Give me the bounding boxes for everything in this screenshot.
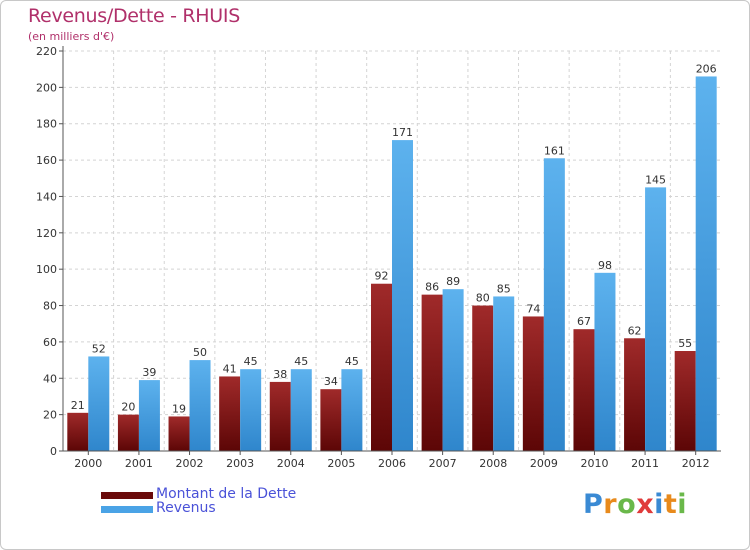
data-label-debt: 21 [71, 399, 85, 412]
data-label-revenue: 45 [345, 355, 359, 368]
data-label-revenue: 206 [696, 62, 717, 75]
data-label-debt: 55 [678, 337, 692, 350]
x-tick-label: 2011 [631, 457, 659, 470]
data-label-debt: 41 [223, 362, 237, 375]
logo-letter: x [636, 489, 655, 520]
data-label-debt: 80 [476, 292, 490, 305]
x-tick-label: 2006 [378, 457, 406, 470]
bar-debt [674, 351, 696, 451]
y-tick-label: 120 [36, 227, 57, 240]
legend-label-revenue: Revenus [156, 500, 216, 516]
data-label-debt: 92 [375, 270, 389, 283]
y-tick-label: 40 [43, 372, 57, 385]
bar-debt [522, 316, 544, 451]
bar-debt [624, 338, 646, 451]
y-tick-label: 160 [36, 154, 57, 167]
bar-debt [219, 376, 241, 451]
data-label-revenue: 89 [446, 275, 460, 288]
y-tick-label: 200 [36, 81, 57, 94]
x-tick-label: 2003 [226, 457, 254, 470]
data-label-debt: 38 [273, 368, 287, 381]
bar-revenue [88, 356, 110, 451]
x-tick-label: 2001 [125, 457, 153, 470]
data-label-revenue: 145 [645, 173, 666, 186]
data-label-debt: 34 [324, 375, 338, 388]
data-label-debt: 62 [628, 324, 642, 337]
y-tick-label: 180 [36, 118, 57, 131]
bar-revenue [189, 360, 211, 451]
x-tick-label: 2005 [327, 457, 355, 470]
bar-revenue [442, 289, 464, 451]
proxiti-logo: Proxiti [583, 489, 687, 520]
bar-debt [371, 283, 392, 451]
y-tick-label: 220 [36, 45, 57, 58]
bar-revenue [645, 187, 667, 451]
bar-revenue [594, 272, 616, 451]
bar-revenue [138, 380, 160, 451]
axis-layer [59, 46, 721, 455]
y-tick-label: 140 [36, 190, 57, 203]
bar-revenue [493, 296, 515, 451]
logo-letter: r [603, 489, 618, 520]
bar-revenue [695, 76, 717, 452]
data-label-debt: 19 [172, 402, 186, 415]
x-tick-label: 2007 [429, 457, 457, 470]
bar-debt [573, 329, 595, 451]
bar-layer [67, 76, 717, 452]
x-tick-label: 2004 [277, 457, 305, 470]
x-tick-label: 2002 [176, 457, 204, 470]
label-layer: 0204060801001201401601802002202152200020… [36, 45, 717, 470]
logo-letter: P [583, 489, 604, 520]
data-label-revenue: 52 [92, 342, 106, 355]
y-tick-label: 60 [43, 336, 57, 349]
y-tick-label: 100 [36, 263, 57, 276]
data-label-debt: 74 [526, 302, 540, 315]
chart-subtitle: (en milliers d'€) [28, 30, 115, 43]
data-label-revenue: 171 [392, 126, 413, 139]
x-tick-label: 2010 [580, 457, 608, 470]
logo-letter: i [654, 489, 664, 520]
data-label-debt: 86 [425, 281, 439, 294]
bar-debt [67, 412, 89, 451]
x-tick-label: 2009 [530, 457, 558, 470]
legend-swatch-debt [101, 492, 153, 499]
data-label-revenue: 98 [598, 259, 612, 272]
bar-debt [472, 305, 494, 451]
legend-swatch-revenue [101, 506, 153, 513]
bar-debt [117, 414, 139, 451]
bar-debt [421, 294, 443, 451]
x-tick-label: 2012 [682, 457, 710, 470]
chart-title: Revenus/Dette - RHUIS [28, 5, 240, 27]
logo-letter: i [677, 489, 688, 520]
logo-letter: t [663, 489, 678, 520]
bar-revenue [392, 140, 413, 451]
bar-revenue [341, 369, 363, 451]
bar-debt [269, 381, 291, 451]
bar-debt [320, 389, 342, 451]
logo-letter: o [617, 489, 637, 520]
bar-revenue [290, 369, 312, 451]
data-label-revenue: 50 [193, 346, 207, 359]
data-label-revenue: 85 [497, 282, 511, 295]
y-tick-label: 80 [43, 300, 57, 313]
bar-revenue [543, 158, 565, 452]
bar-debt [168, 416, 190, 451]
bar-revenue [240, 369, 262, 451]
data-label-revenue: 45 [244, 355, 258, 368]
data-label-revenue: 45 [294, 355, 308, 368]
y-tick-label: 0 [50, 445, 57, 458]
data-label-debt: 67 [577, 315, 591, 328]
x-tick-label: 2008 [479, 457, 507, 470]
data-label-revenue: 161 [544, 144, 565, 157]
x-tick-label: 2000 [74, 457, 102, 470]
legend-label-debt: Montant de la Dette [156, 486, 297, 502]
data-label-revenue: 39 [142, 366, 156, 379]
data-label-debt: 20 [121, 401, 135, 414]
y-tick-label: 20 [43, 409, 57, 422]
